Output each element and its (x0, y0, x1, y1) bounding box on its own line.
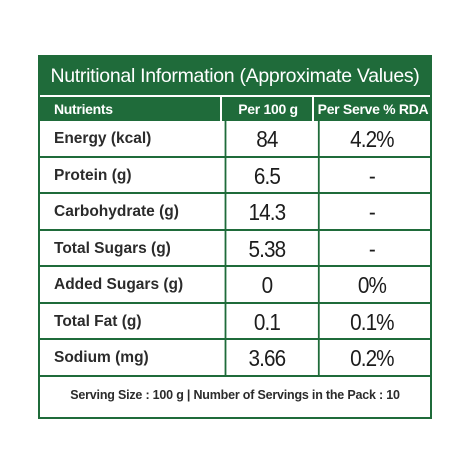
serving-info: Serving Size : 100 g | Number of Serving… (70, 388, 400, 402)
per-100g-value: 0.1 (224, 303, 308, 338)
rda-value: 0% (317, 267, 424, 302)
nutrient-name: Total Sugars (g) (54, 239, 171, 257)
rda-value: - (317, 194, 424, 229)
rda-value: 4.2% (317, 121, 424, 156)
table-row: Total Fat (g) 0.1 0.1% (40, 303, 430, 340)
per-100g-value: 5.38 (224, 230, 308, 265)
rda-value: - (317, 157, 424, 192)
nutrient-name: Sodium (mg) (54, 349, 149, 366)
table-title: Nutritional Information (Approximate Val… (40, 57, 430, 95)
table-row: Sodium (mg) 3.66 0.2% (40, 340, 430, 377)
per-100g-value: 6.5 (224, 157, 308, 192)
per-100g-value: 0 (224, 267, 308, 302)
per-100g-value: 84 (224, 121, 308, 156)
header-per-100g: Per 100 g (220, 97, 314, 121)
rda-value: 0.2% (317, 340, 424, 375)
nutrient-name: Added Sugars (g) (54, 276, 184, 293)
rda-value: 0.1% (317, 303, 424, 338)
table-row: Protein (g) 6.5 - (40, 157, 430, 194)
table-header-row: Nutrients Per 100 g Per Serve % RDA (40, 95, 430, 121)
header-nutrients: Nutrients (54, 101, 113, 117)
table-row: Total Sugars (g) 5.38 - (40, 230, 430, 267)
nutrient-name: Protein (g) (54, 166, 132, 184)
rda-value: - (317, 230, 424, 265)
header-per-serve-rda: Per Serve % RDA (312, 97, 432, 121)
nutrition-table: Nutritional Information (Approximate Val… (38, 55, 432, 419)
table-row: Added Sugars (g) 0 0% (40, 267, 430, 304)
nutrient-name: Energy (kcal) (54, 130, 152, 147)
per-100g-value: 3.66 (224, 340, 308, 375)
nutrient-name: Carbohydrate (g) (54, 203, 179, 220)
table-body: Energy (kcal) 84 4.2% Protein (g) 6.5 - … (40, 121, 430, 377)
per-100g-value: 14.3 (224, 194, 308, 229)
nutrient-name: Total Fat (g) (54, 312, 142, 330)
table-row: Energy (kcal) 84 4.2% (40, 121, 430, 158)
table-row: Carbohydrate (g) 14.3 - (40, 194, 430, 231)
